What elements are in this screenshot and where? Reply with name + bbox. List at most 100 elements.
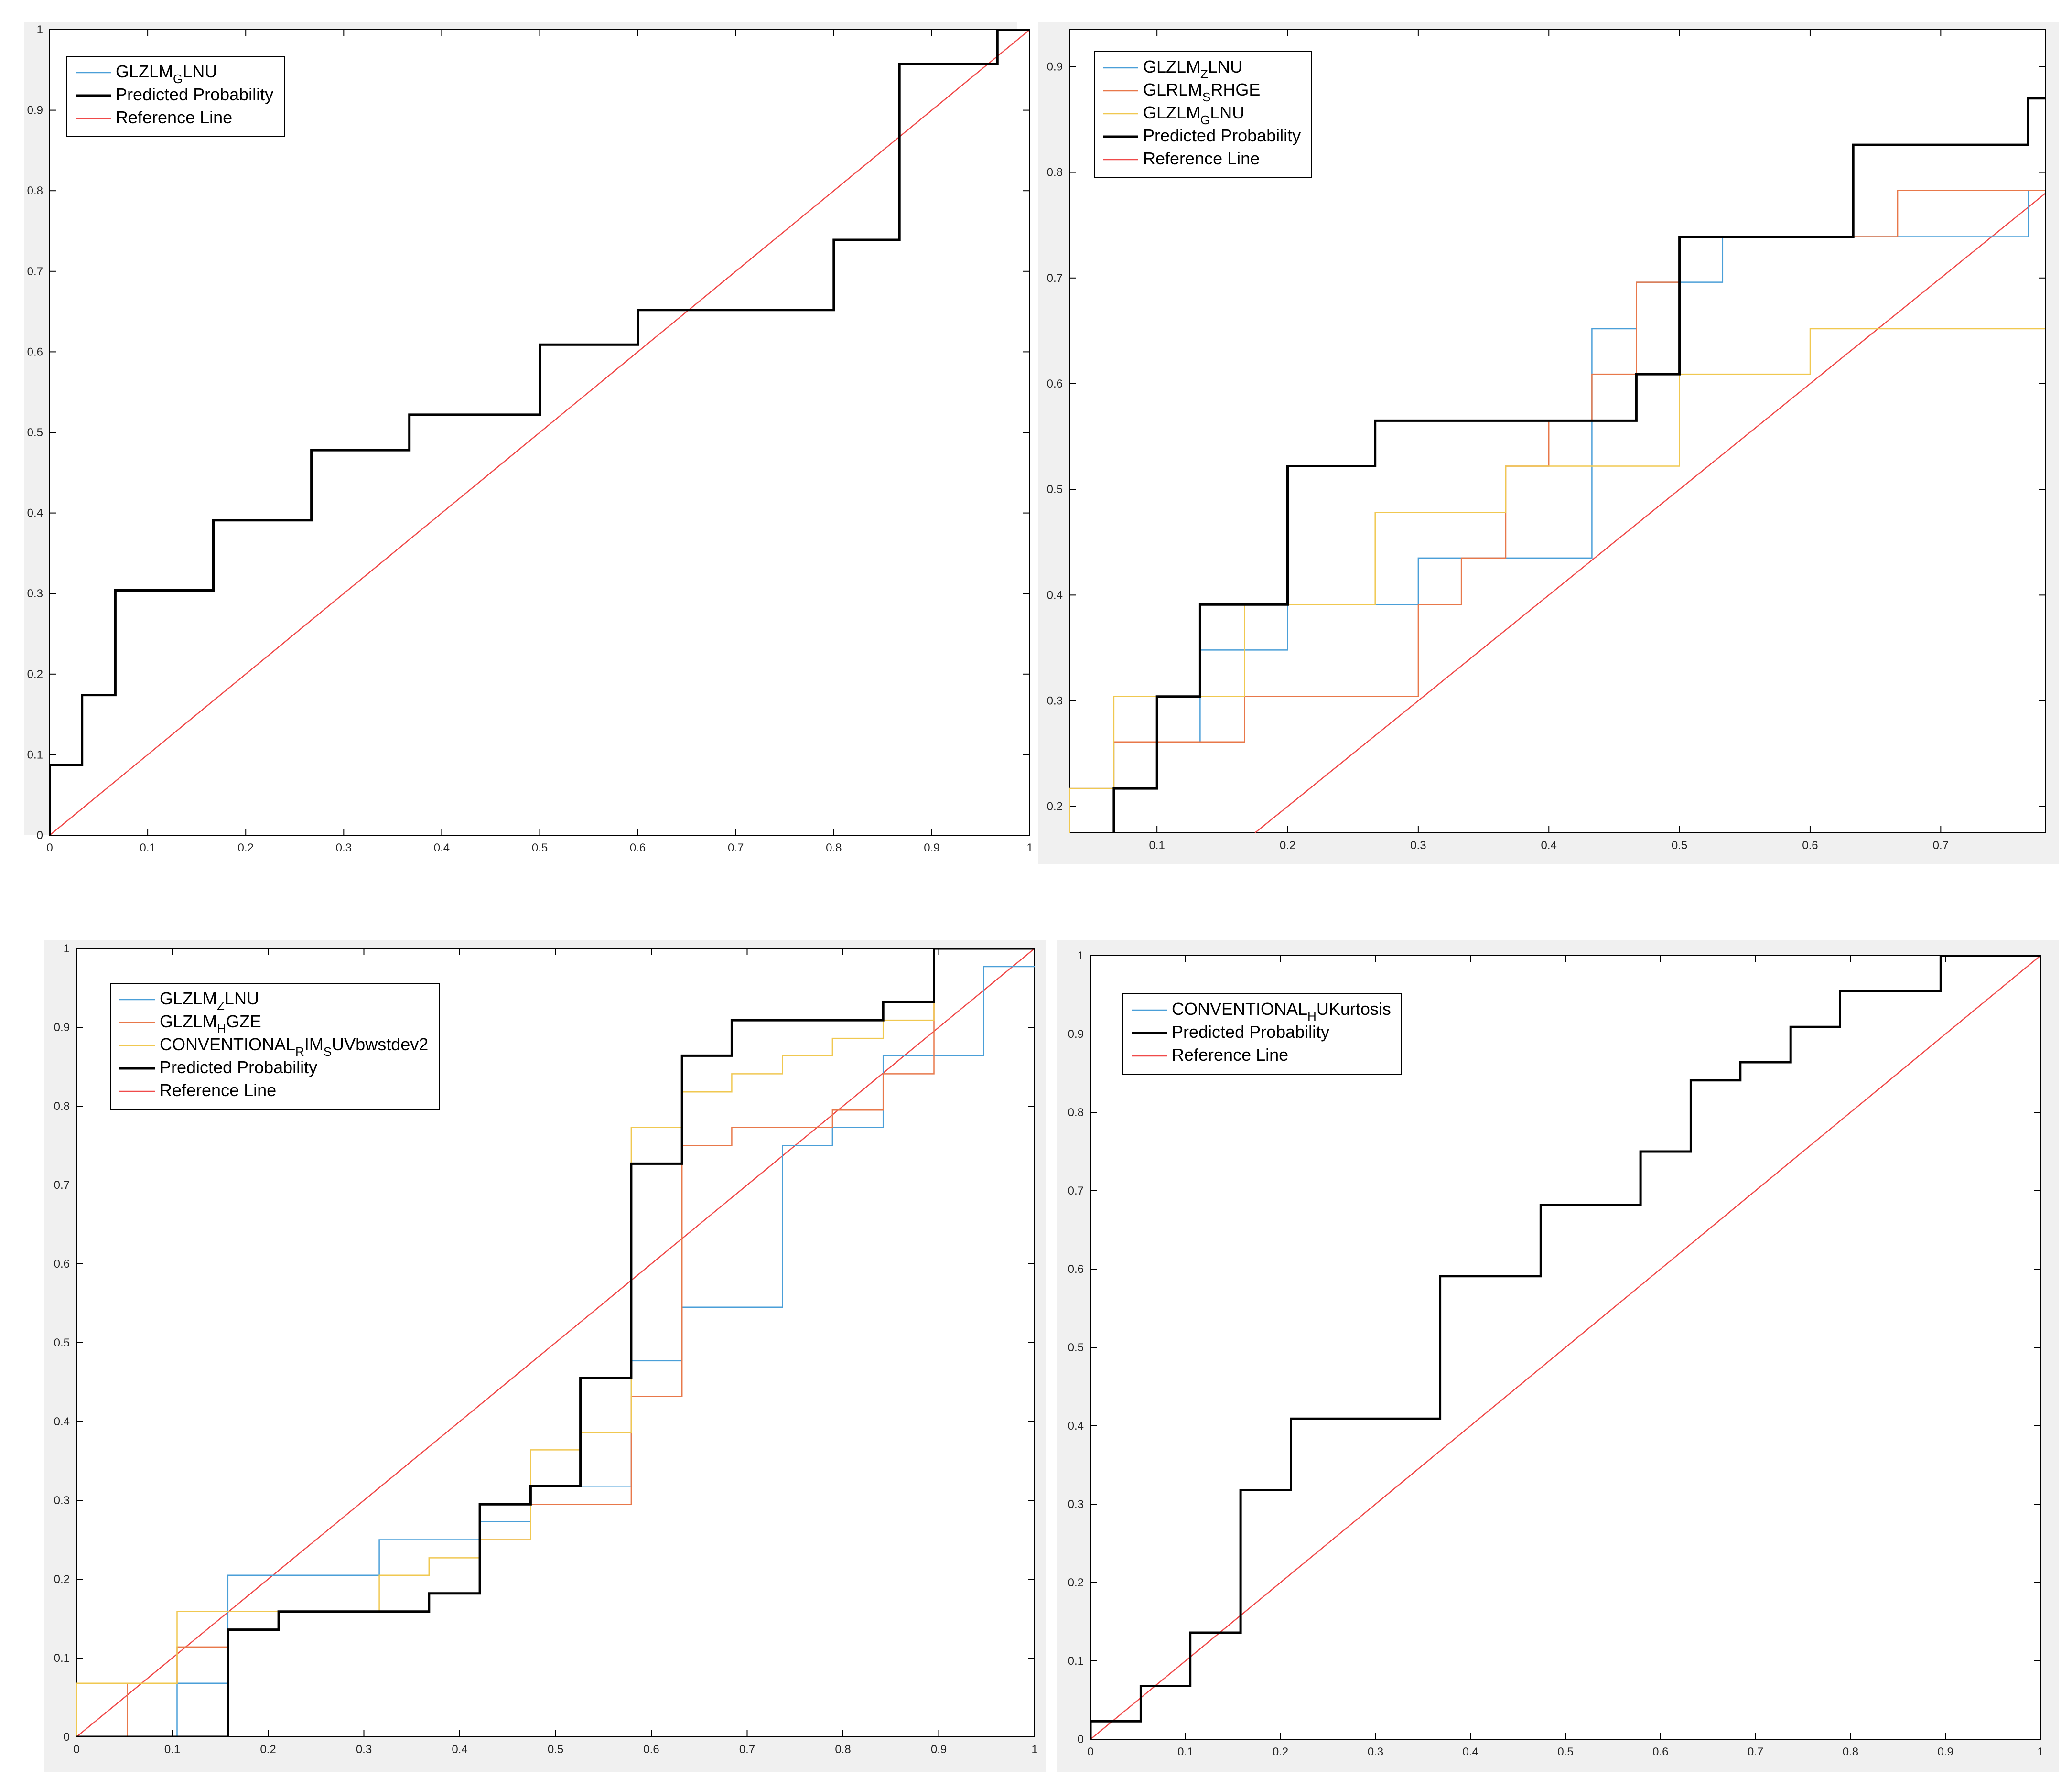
legend-subscript: S [1202,90,1210,104]
legend-text-part: UKurtosis [1317,999,1391,1019]
x-tick-label: 0.4 [452,1743,467,1756]
panel-bottom-right: 0 0.1 0.2 0.3 0.4 0.5 0.6 0.7 0.8 0.9 1 0 0.1 0.2 0.3 0… [1057,940,2059,1772]
y-tick-label: 0.2 [27,668,43,681]
y-tick-label: 0 [37,829,43,842]
x-tick-label: 0.7 [739,1743,755,1756]
panel-bottom-left: 0 0.1 0.2 0.3 0.4 0.5 0.6 0.7 0.8 0.9 1 0 0.1 0.2 0.3 0… [44,940,1046,1772]
legend-label: GLZLMZLNU [160,989,259,1013]
x-tick-label: 0.2 [260,1743,276,1756]
y-tick-label: 0 [64,1731,70,1744]
y-tick-label: 1 [1078,949,1084,962]
x-tick-label: 0.9 [924,841,939,854]
x-tick-label: 0 [46,841,53,854]
x-tick-label: 0.8 [835,1743,851,1756]
legend-label: Reference Line [160,1080,276,1100]
legend-text-part: GLRLM [1143,80,1202,99]
legend-text-part: GLZLM [116,62,173,81]
legend-text-part: LNU [183,62,217,81]
x-tick-label: 0.3 [336,841,352,854]
x-tick-label: 0.6 [1652,1745,1668,1758]
y-tick-label: 0.4 [1068,1420,1084,1432]
legend-label: Predicted Probability [160,1057,317,1077]
x-tick-label: 0.4 [1541,839,1557,852]
series-line-reference-line [1090,956,2040,1739]
y-tick-label: 0.4 [1047,589,1063,602]
y-tick-label: 0.6 [1047,377,1063,390]
y-tick-label: 0.9 [1068,1028,1084,1041]
x-tick-label: 0.8 [1843,1745,1858,1758]
y-tick-label: 0.7 [27,265,43,278]
legend-text-part: GZE [226,1012,261,1031]
x-tick-label: 1 [2037,1745,2043,1758]
x-tick-label: 0.6 [643,1743,659,1756]
y-tick-label: 1 [64,942,70,955]
x-tick-label: 0.6 [1802,839,1818,852]
legend-text-part: GLZLM [1143,103,1200,122]
y-tick-label: 0.1 [27,748,43,761]
series-line-predicted-probability [1090,956,2040,1739]
legend-label: Reference Line [116,108,232,127]
legend-text-part: Predicted Probability [1143,126,1301,145]
y-tick-label: 0.4 [54,1415,70,1428]
legend-label: GLZLMHGZE [160,1012,261,1036]
x-tick-label: 0.2 [1280,839,1295,852]
x-tick-label: 0.5 [532,841,548,854]
legend-box [110,983,440,1110]
y-tick-label: 0.9 [54,1021,70,1034]
x-tick-label: 0.4 [1463,1745,1478,1758]
legend: GLZLMZLNUGLZLMHGZECONVENTIONALRIMSUVbwst… [110,983,440,1110]
y-tick-label: 0.7 [1068,1185,1084,1197]
x-tick-label: 0.1 [140,841,155,854]
legend-label: CONVENTIONALHUKurtosis [1172,999,1391,1023]
x-tick-label: 0.2 [238,841,254,854]
legend-label: CONVENTIONALRIMSUVbwstdev2 [160,1034,428,1059]
y-tick-label: 0.3 [1068,1498,1084,1511]
x-tick-label: 0.1 [1177,1745,1193,1758]
y-tick-label: 0.9 [1047,60,1063,73]
y-tick-label: 0.5 [27,426,43,439]
legend-label: Predicted Probability [116,85,273,104]
y-tick-label: 0.5 [54,1336,70,1349]
x-tick-label: 0.3 [1368,1745,1383,1758]
legend-text-part: CONVENTIONAL [1172,999,1307,1019]
x-tick-label: 0.1 [1149,839,1165,852]
x-tick-label: 0.4 [434,841,450,854]
y-tick-label: 0 [1078,1733,1084,1746]
y-tick-label: 0.3 [54,1494,70,1507]
legend-label: GLRLMSRHGE [1143,80,1260,104]
x-tick-label: 0.3 [356,1743,372,1756]
legend-text-part: UVbwstdev2 [332,1034,428,1054]
y-tick-label: 0.2 [54,1573,70,1586]
legend-subscript: Z [1200,67,1208,81]
x-tick-label: 0.6 [630,841,646,854]
legend-subscript: H [217,1022,226,1036]
x-tick-label: 0 [73,1743,79,1756]
legend-text-part: GLZLM [160,989,217,1008]
series-line-predicted-probability [50,30,1030,835]
legend-text-part: IM [304,1034,324,1054]
y-tick-label: 0.6 [54,1258,70,1271]
x-tick-label: 0.8 [826,841,842,854]
y-tick-label: 0.7 [54,1179,70,1192]
legend-label: Predicted Probability [1143,126,1301,145]
legend-text-part: LNU [1208,57,1242,76]
legend-subscript: Z [217,999,225,1013]
y-tick-label: 0.1 [1068,1655,1084,1668]
legend-label: Predicted Probability [1172,1022,1329,1042]
series-line-conventional-r-im-s-uvbwstdev2 [76,948,1035,1737]
series-line-reference-line [76,948,1035,1737]
panels: 0 0.1 0.2 0.3 0.4 0.5 0.6 0.7 0.8 0.9 1 0 0.1 0.2 0.3 0… [24,22,2059,1772]
legend-text-part: Reference Line [1172,1045,1288,1065]
y-tick-label: 0.8 [54,1100,70,1113]
legend-label: Reference Line [1172,1045,1288,1065]
legend-subscript: G [173,72,183,86]
x-tick-label: 0.1 [164,1743,180,1756]
x-tick-label: 1 [1031,1743,1037,1756]
panel-top-left: 0 0.1 0.2 0.3 0.4 0.5 0.6 0.7 0.8 0.9 1 0 0.1 0.2 0.3 0… [24,22,1033,854]
y-tick-label: 0.8 [1068,1106,1084,1119]
x-tick-label: 0 [1087,1745,1093,1758]
y-tick-label: 0.7 [1047,272,1063,285]
legend-text-part: Reference Line [116,108,232,127]
legend-text-part: Reference Line [160,1080,276,1100]
